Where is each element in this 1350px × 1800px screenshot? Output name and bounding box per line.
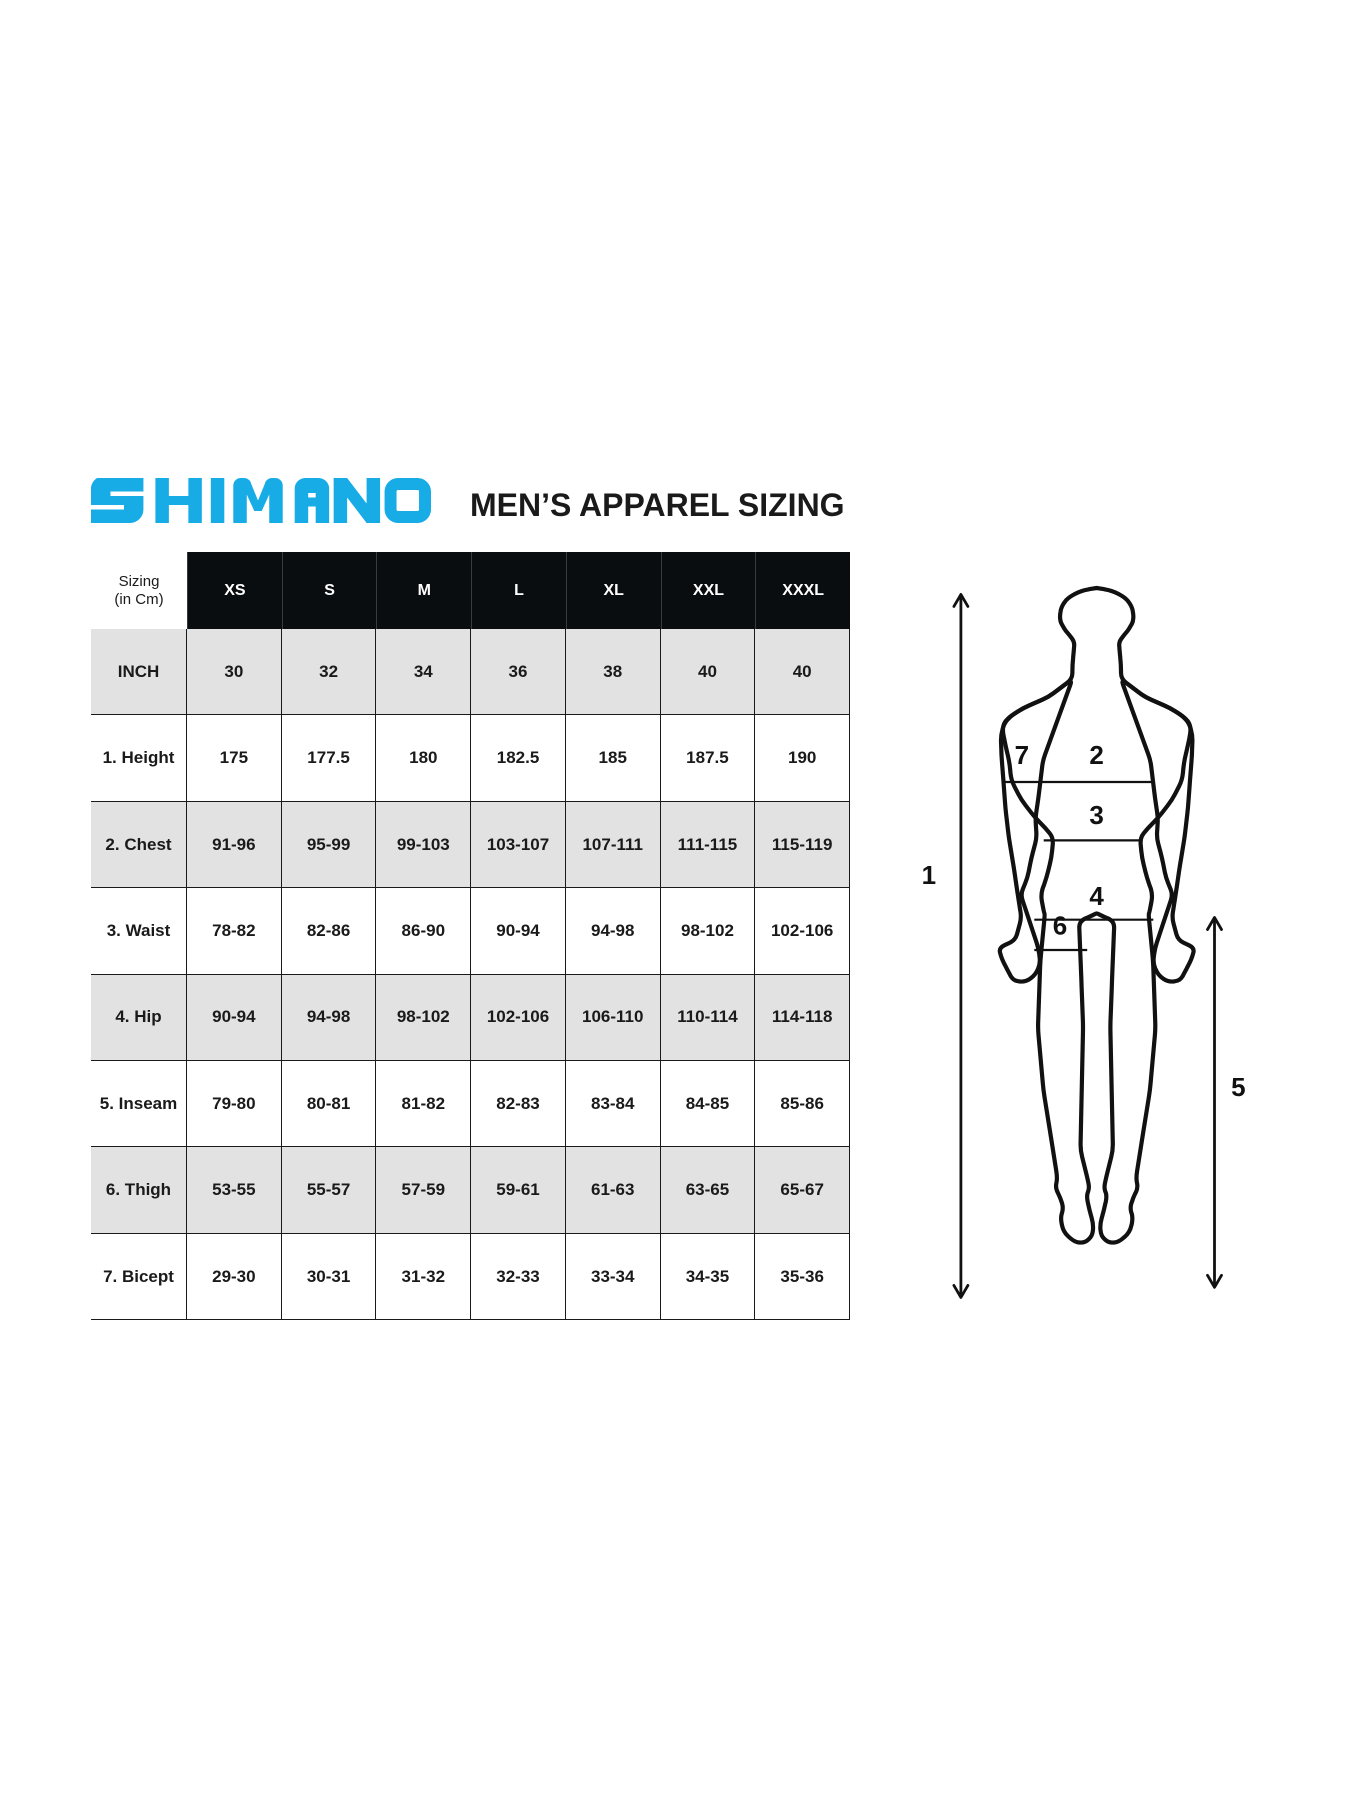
svg-text:7: 7: [1015, 740, 1029, 770]
svg-text:5: 5: [1231, 1072, 1245, 1102]
svg-text:1: 1: [922, 860, 936, 890]
svg-text:4: 4: [1089, 881, 1104, 911]
svg-text:3: 3: [1089, 800, 1103, 830]
svg-text:2: 2: [1089, 740, 1103, 770]
svg-text:6: 6: [1053, 911, 1067, 941]
